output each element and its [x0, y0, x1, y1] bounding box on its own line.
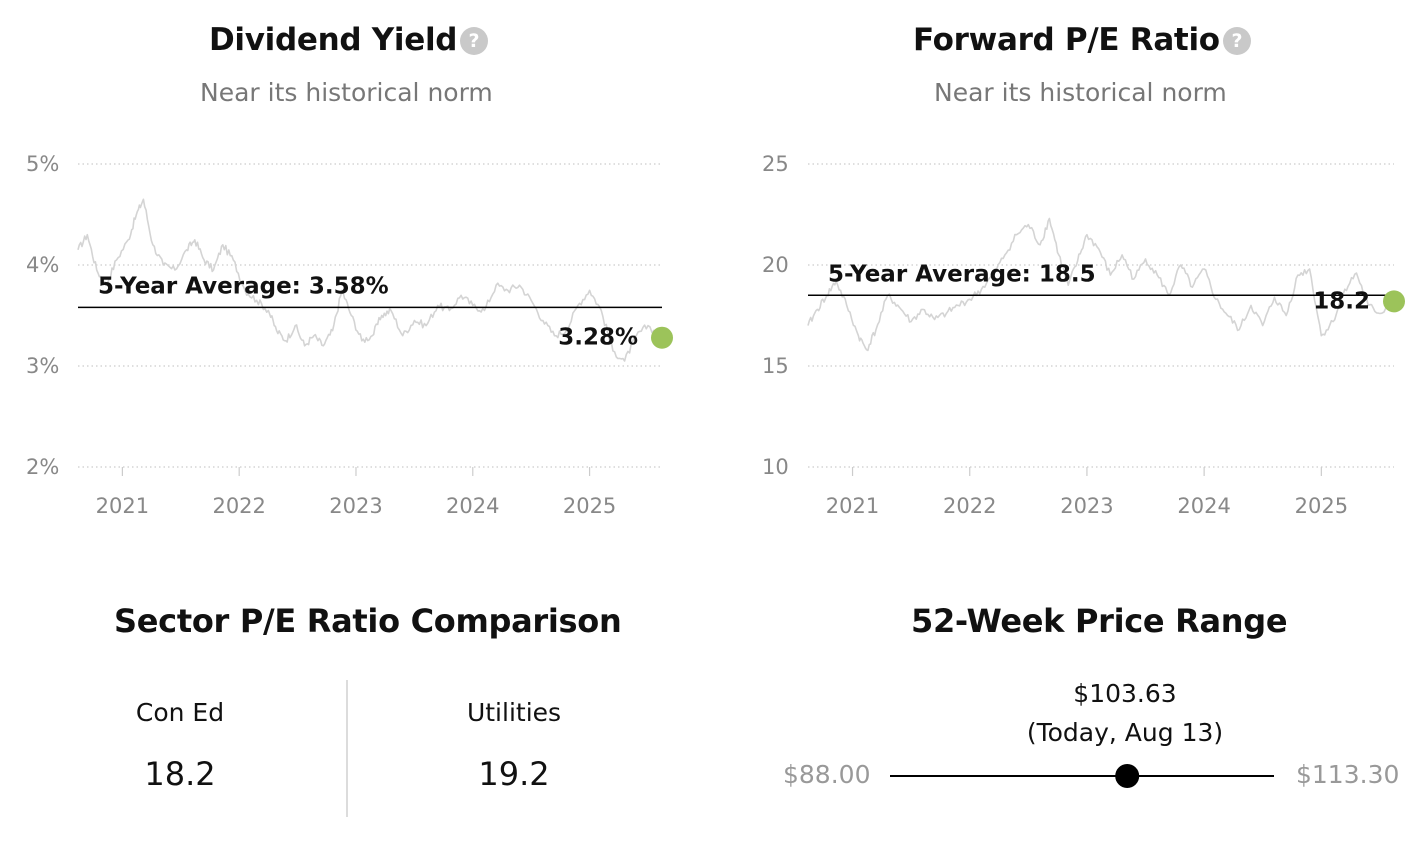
- dividend-yield-title: Dividend Yield: [209, 22, 458, 58]
- dividend-yield-subtitle: Near its historical norm: [200, 78, 493, 107]
- dividend-yield-chart: 2% 3% 4% 5% 2021 2022 2023 2024 2025 5-Year Avera…: [26, 152, 673, 518]
- history-line: [807, 217, 1395, 352]
- x-tick-label: 2023: [1060, 494, 1113, 518]
- x-tick-label: 2024: [446, 494, 499, 518]
- x-tick-label: 2023: [329, 494, 382, 518]
- question-circle-icon[interactable]: ?: [460, 27, 488, 55]
- history-line: [77, 198, 663, 362]
- sector-pe-value: 19.2: [478, 755, 550, 793]
- y-tick-label: 3%: [26, 354, 59, 378]
- y-tick-label: 15: [762, 354, 789, 378]
- x-tick-label: 2022: [943, 494, 996, 518]
- current-price-marker: [1115, 764, 1140, 788]
- y-tick-label: 25: [762, 152, 789, 176]
- range-low-label: $88.00: [783, 760, 871, 789]
- sector-label: Utilities: [466, 698, 562, 727]
- x-tick-label: 2024: [1177, 494, 1230, 518]
- y-tick-label: 5%: [26, 152, 59, 176]
- x-tick-label: 2021: [826, 494, 879, 518]
- current-price-label: $103.63: [1073, 679, 1177, 708]
- current-price-date: (Today, Aug 13): [1026, 718, 1224, 747]
- comparison-divider: [346, 680, 348, 817]
- company-pe-value: 18.2: [144, 755, 216, 793]
- current-value-label: 3.28%: [558, 325, 638, 351]
- question-circle-icon[interactable]: ?: [1223, 27, 1251, 55]
- company-label: Con Ed: [135, 698, 225, 727]
- x-tick-label: 2021: [96, 494, 149, 518]
- current-value-marker: [651, 326, 673, 349]
- x-tick-label: 2025: [563, 494, 616, 518]
- average-label: 5-Year Average: 3.58%: [98, 273, 389, 299]
- forward-pe-title: Forward P/E Ratio: [913, 22, 1220, 58]
- price-range-title: 52-Week Price Range: [911, 602, 1288, 640]
- forward-pe-subtitle: Near its historical norm: [934, 78, 1227, 107]
- range-high-label: $113.30: [1296, 760, 1400, 789]
- average-label: 5-Year Average: 18.5: [828, 261, 1096, 287]
- current-value-marker: [1383, 290, 1405, 313]
- sector-comparison-title: Sector P/E Ratio Comparison: [114, 602, 622, 640]
- x-tick-label: 2022: [212, 494, 265, 518]
- current-value-label: 18.2: [1313, 288, 1370, 314]
- y-tick-label: 10: [762, 455, 789, 479]
- y-tick-label: 4%: [26, 253, 59, 277]
- y-tick-label: 20: [762, 253, 789, 277]
- y-tick-label: 2%: [26, 455, 59, 479]
- x-tick-label: 2025: [1295, 494, 1348, 518]
